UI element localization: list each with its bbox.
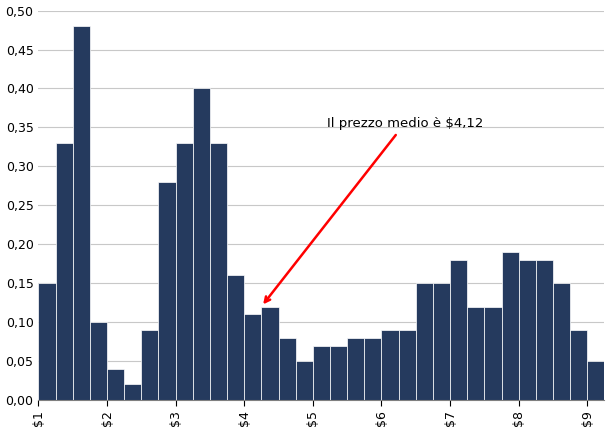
- Bar: [536, 260, 553, 400]
- Bar: [501, 252, 518, 400]
- Bar: [107, 369, 124, 400]
- Bar: [227, 275, 244, 400]
- Text: Il prezzo medio è $4,12: Il prezzo medio è $4,12: [265, 117, 483, 302]
- Bar: [381, 330, 398, 400]
- Bar: [193, 89, 210, 400]
- Bar: [210, 143, 227, 400]
- Bar: [467, 307, 484, 400]
- Bar: [90, 322, 107, 400]
- Bar: [330, 346, 347, 400]
- Bar: [553, 283, 570, 400]
- Bar: [262, 307, 279, 400]
- Bar: [605, 369, 610, 400]
- Bar: [347, 338, 364, 400]
- Bar: [570, 330, 587, 400]
- Bar: [313, 346, 330, 400]
- Bar: [587, 361, 605, 400]
- Bar: [518, 260, 536, 400]
- Bar: [416, 283, 433, 400]
- Bar: [142, 330, 159, 400]
- Bar: [73, 26, 90, 400]
- Bar: [176, 143, 193, 400]
- Bar: [56, 143, 73, 400]
- Bar: [124, 384, 142, 400]
- Bar: [398, 330, 416, 400]
- Bar: [364, 338, 381, 400]
- Bar: [433, 283, 450, 400]
- Bar: [450, 260, 467, 400]
- Bar: [484, 307, 501, 400]
- Bar: [244, 314, 262, 400]
- Bar: [279, 338, 296, 400]
- Bar: [38, 283, 56, 400]
- Bar: [159, 182, 176, 400]
- Bar: [296, 361, 313, 400]
